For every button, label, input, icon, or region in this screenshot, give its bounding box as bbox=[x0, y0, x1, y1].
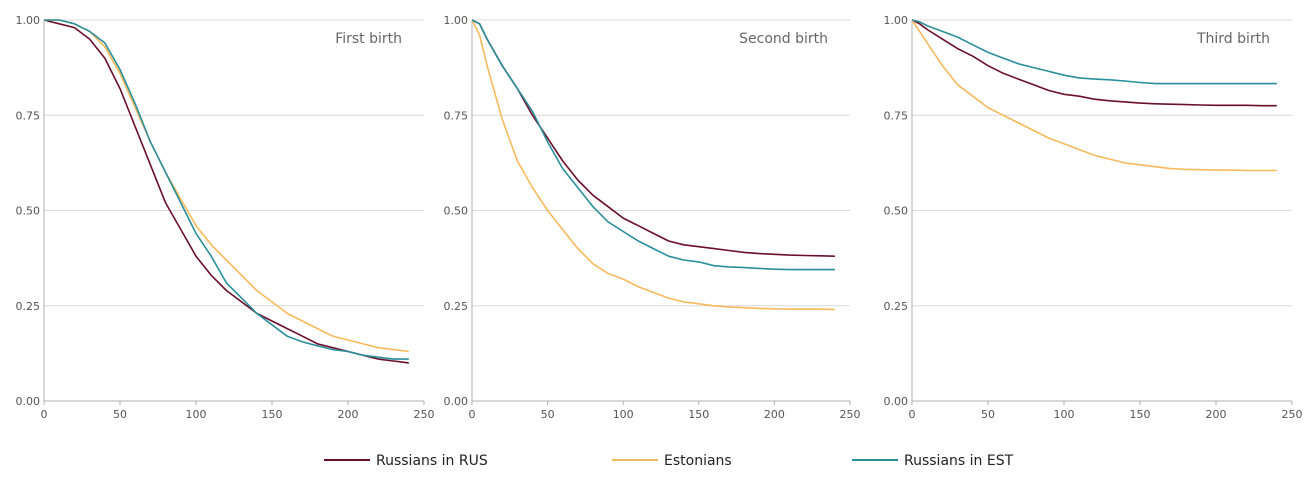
y-tick-label: 0.00 bbox=[16, 395, 41, 408]
x-tick-label: 0 bbox=[41, 408, 48, 421]
y-tick-label: 0.75 bbox=[16, 109, 41, 122]
x-tick-label: 150 bbox=[262, 408, 283, 421]
x-tick-label: 250 bbox=[840, 408, 861, 421]
panel-3: 0.00 0.25 0.50 0.75 1.00 0 50 100 150 200 250 Third… bbox=[884, 14, 1303, 421]
series-line-russians-in-rus bbox=[911, 19, 1277, 107]
series-line-russians-in-rus bbox=[43, 19, 409, 364]
legend-label: Estonians bbox=[664, 453, 732, 469]
y-tick-label: 0.25 bbox=[444, 300, 469, 313]
series-line-russians-in-rus bbox=[471, 19, 835, 257]
x-tick-label: 150 bbox=[1130, 408, 1151, 421]
y-tick-label: 0.75 bbox=[884, 109, 909, 122]
x-tick-label: 200 bbox=[764, 408, 785, 421]
panel-title: Second birth bbox=[739, 31, 828, 47]
x-tick-label: 250 bbox=[1282, 408, 1303, 421]
x-tick-label: 50 bbox=[981, 408, 995, 421]
series-line-estonians bbox=[44, 19, 409, 353]
series-line-russians-in-est bbox=[471, 19, 835, 271]
y-tick-label: 0.50 bbox=[884, 205, 909, 218]
x-tick-label: 100 bbox=[613, 408, 634, 421]
series-line-russians-in-est bbox=[44, 19, 409, 360]
x-tick-label: 50 bbox=[113, 408, 127, 421]
x-tick-label: 0 bbox=[469, 408, 476, 421]
y-tick-label: 0.00 bbox=[444, 395, 469, 408]
y-tick-label: 1.00 bbox=[444, 14, 469, 27]
y-tick-label: 0.50 bbox=[16, 205, 41, 218]
panel-1: 0.00 0.25 0.50 0.75 1.00 0 50 100 150 200 250 First… bbox=[16, 14, 435, 421]
series-line-estonians bbox=[471, 19, 835, 311]
x-tick-label: 150 bbox=[688, 408, 709, 421]
panel-title: Third birth bbox=[1196, 31, 1270, 47]
legend: Russians in RUS Estonians Russians in EST bbox=[324, 453, 1014, 469]
x-tick-label: 200 bbox=[338, 408, 359, 421]
x-tick-label: 250 bbox=[414, 408, 435, 421]
y-tick-label: 0.50 bbox=[444, 205, 469, 218]
x-tick-label: 100 bbox=[186, 408, 207, 421]
panel-2: 0.00 0.25 0.50 0.75 1.00 0 50 100 150 200 250 Secon… bbox=[444, 14, 861, 421]
series-line-russians-in-est bbox=[911, 19, 1277, 85]
y-tick-label: 1.00 bbox=[16, 14, 41, 27]
x-tick-label: 0 bbox=[909, 408, 916, 421]
legend-label: Russians in RUS bbox=[376, 453, 488, 469]
legend-label: Russians in EST bbox=[904, 453, 1014, 469]
y-tick-label: 0.25 bbox=[884, 300, 909, 313]
y-tick-label: 0.00 bbox=[884, 395, 909, 408]
x-tick-label: 50 bbox=[541, 408, 555, 421]
x-tick-label: 100 bbox=[1054, 408, 1075, 421]
y-tick-label: 0.75 bbox=[444, 109, 469, 122]
x-tick-label: 200 bbox=[1206, 408, 1227, 421]
y-tick-label: 0.25 bbox=[16, 300, 41, 313]
y-tick-label: 1.00 bbox=[884, 14, 909, 27]
panel-title: First birth bbox=[335, 31, 402, 47]
series-line-estonians bbox=[911, 19, 1277, 172]
